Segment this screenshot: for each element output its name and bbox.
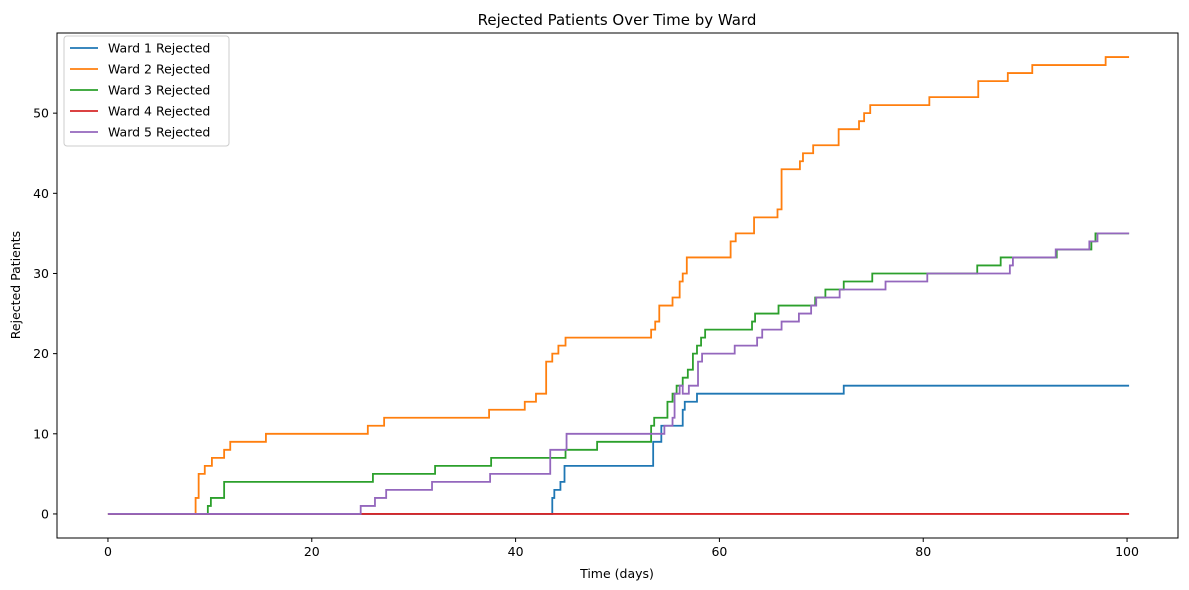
x-tick-label: 40 — [508, 544, 524, 559]
legend-label-ward-2: Ward 2 Rejected — [108, 62, 210, 77]
plot-area — [57, 33, 1178, 538]
legend-box — [63, 35, 230, 147]
y-tick-label: 40 — [33, 186, 49, 201]
y-tick-label: 30 — [33, 266, 49, 281]
y-tick-label: 20 — [33, 346, 49, 361]
x-axis-label: Time (days) — [579, 566, 654, 581]
chart-title: Rejected Patients Over Time by Ward — [478, 11, 757, 29]
series-line-ward-5 — [107, 232, 1130, 515]
y-tick-label: 10 — [33, 426, 49, 441]
series-line-ward-1 — [107, 384, 1130, 515]
series-line-ward-2 — [107, 56, 1130, 515]
x-tick-label: 60 — [711, 544, 727, 559]
legend: Ward 1 Rejected Ward 2 Rejected Ward 3 Rej… — [63, 35, 230, 147]
series-line-ward-3 — [107, 232, 1130, 515]
x-tick-label: 0 — [104, 544, 112, 559]
legend-label-ward-4: Ward 4 Rejected — [108, 104, 210, 119]
y-tick-label: 50 — [33, 106, 49, 121]
legend-label-ward-5: Ward 5 Rejected — [108, 125, 210, 140]
x-tick-label: 80 — [915, 544, 931, 559]
x-tick-label: 20 — [304, 544, 320, 559]
legend-label-ward-1: Ward 1 Rejected — [108, 41, 210, 56]
y-axis-label: Rejected Patients — [8, 231, 23, 339]
series-layer — [107, 56, 1130, 515]
legend-label-ward-3: Ward 3 Rejected — [108, 83, 210, 98]
y-tick-label: 0 — [41, 506, 49, 521]
x-tick-label: 100 — [1115, 544, 1139, 559]
tick-layer: 0 20 40 60 80 100 0 10 20 30 40 50 — [33, 106, 1139, 559]
plot-frame — [56, 32, 1179, 539]
